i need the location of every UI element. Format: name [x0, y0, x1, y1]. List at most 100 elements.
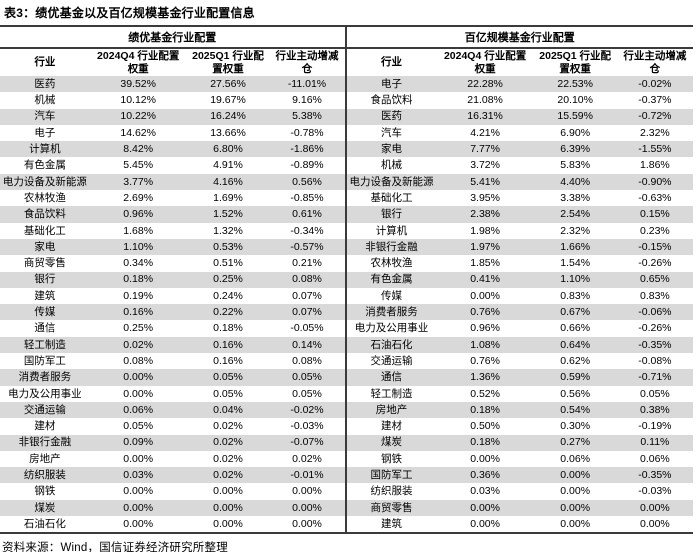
industry-cell: 机械	[381, 159, 403, 172]
industry-cell: 农林牧渔	[23, 191, 66, 204]
active-change-cell: 0.06%	[639, 452, 670, 465]
weight-2024q4-cell: 0.06%	[123, 403, 154, 416]
industry-cell: 电力及公用事业	[8, 387, 82, 400]
industry-cell: 煤炭	[34, 501, 56, 514]
table-row: 电力及公用事业 0.96% 0.66% -0.26%	[347, 320, 694, 336]
weight-2025q1-cell: 0.30%	[560, 420, 591, 433]
weight-2024q4-cell: 0.00%	[470, 517, 500, 530]
active-change-cell: -11.01%	[287, 77, 327, 90]
table-row: 计算机 8.42% 6.80% -1.86%	[0, 141, 346, 158]
weight-2024q4-cell: 14.62%	[120, 126, 156, 139]
active-change-cell: 0.08%	[292, 273, 322, 286]
table-row: 家电 1.10% 0.53% -0.57%	[0, 238, 346, 256]
industry-cell: 国防军工	[23, 354, 66, 367]
weight-2025q1-cell: 0.25%	[213, 273, 243, 286]
active-change-cell: 0.07%	[292, 289, 322, 302]
column-header-2024q4-weight: 2024Q4 行业配置权重	[443, 50, 527, 75]
industry-cell: 商贸零售	[370, 501, 413, 514]
industry-cell: 石油石化	[370, 338, 413, 351]
industry-cell: 通信	[381, 371, 403, 384]
active-change-cell: -0.03%	[638, 485, 672, 498]
table-row: 电力设备及新能源 3.77% 4.16% 0.56%	[0, 173, 346, 191]
table-row: 非银行金融 0.09% 0.02% -0.07%	[0, 434, 346, 451]
active-change-cell: 0.05%	[639, 387, 670, 400]
industry-cell: 家电	[381, 143, 403, 156]
group-header-ten-billion: 百亿规模基金行业配置	[346, 27, 693, 49]
weight-2025q1-cell: 0.66%	[560, 322, 591, 335]
weight-2024q4-cell: 1.85%	[470, 257, 500, 270]
weight-2024q4-cell: 0.18%	[470, 403, 500, 416]
weight-2025q1-cell: 0.00%	[560, 469, 591, 482]
weight-2025q1-cell: 1.54%	[560, 257, 591, 270]
weight-2024q4-cell: 0.00%	[123, 517, 154, 530]
industry-cell: 基础化工	[370, 191, 413, 204]
weight-2025q1-cell: 19.67%	[210, 94, 246, 107]
active-change-cell: 0.14%	[292, 338, 322, 351]
weight-2024q4-cell: 1.10%	[123, 240, 154, 253]
weight-2025q1-cell: 0.02%	[213, 420, 243, 433]
weight-2025q1-cell: 0.24%	[213, 289, 243, 302]
active-change-cell: -1.55%	[638, 143, 672, 156]
active-change-cell: -0.26%	[638, 257, 672, 270]
industry-cell: 机械	[34, 94, 56, 107]
weight-2024q4-cell: 0.96%	[470, 322, 500, 335]
weight-2024q4-cell: 0.00%	[123, 387, 154, 400]
weight-2025q1-cell: 1.66%	[560, 240, 591, 253]
active-change-cell: -0.35%	[638, 469, 672, 482]
table-row: 商贸零售 0.00% 0.00% 0.00%	[346, 499, 693, 517]
active-change-cell: -0.26%	[638, 322, 672, 335]
weight-2025q1-cell: 4.91%	[213, 159, 243, 172]
industry-cell: 有色金属	[23, 159, 66, 172]
weight-2025q1-cell: 6.80%	[213, 143, 243, 156]
table-row: 有色金属 0.41% 1.10% 0.65%	[346, 271, 693, 288]
active-change-cell: -0.89%	[290, 159, 324, 172]
active-change-cell: 0.05%	[292, 387, 322, 400]
weight-2024q4-cell: 10.12%	[120, 94, 156, 107]
industry-cell: 建筑	[34, 289, 56, 302]
table-row: 煤炭 0.00% 0.00% 0.00%	[0, 499, 346, 517]
weight-2025q1-cell: 13.66%	[210, 126, 246, 139]
weight-2024q4-cell: 1.08%	[470, 338, 500, 351]
table-row: 纺织服装 0.03% 0.00% -0.03%	[347, 483, 694, 499]
weight-2025q1-cell: 0.00%	[213, 501, 243, 514]
table-header: 绩优基金行业配置 行业 2024Q4 行业配置权重 2025Q1 行业配置权重 …	[0, 27, 346, 76]
industry-cell: 医药	[381, 110, 403, 123]
table-row: 电力设备及新能源 5.41% 4.40% -0.90%	[346, 173, 693, 191]
active-change-cell: 0.00%	[292, 485, 322, 498]
weight-2025q1-cell: 6.39%	[560, 143, 591, 156]
table-row: 机械 3.72% 5.83% 1.86%	[347, 157, 694, 173]
table-row: 交通运输 0.06% 0.04% -0.02%	[0, 401, 346, 419]
industry-cell: 银行	[34, 273, 56, 286]
weight-2025q1-cell: 0.05%	[213, 371, 243, 384]
active-change-cell: -0.72%	[638, 110, 672, 123]
weight-2025q1-cell: 16.24%	[210, 110, 246, 123]
industry-cell: 食品饮料	[370, 94, 413, 107]
weight-2025q1-cell: 2.32%	[560, 224, 591, 237]
active-change-cell: 0.00%	[639, 517, 670, 530]
weight-2024q4-cell: 0.34%	[123, 257, 154, 270]
industry-cell: 汽车	[34, 110, 56, 123]
column-header-active-change: 行业主动增减仓	[275, 50, 339, 75]
table-header: 百亿规模基金行业配置 行业 2024Q4 行业配置权重 2025Q1 行业配置权…	[346, 27, 693, 76]
active-change-cell: -0.37%	[638, 94, 672, 107]
weight-2024q4-cell: 1.68%	[123, 224, 154, 237]
weight-2024q4-cell: 0.19%	[123, 289, 154, 302]
table-row: 商贸零售 0.34% 0.51% 0.21%	[0, 255, 346, 271]
table-row: 通信 1.36% 0.59% -0.71%	[346, 369, 693, 386]
industry-cell: 纺织服装	[23, 469, 66, 482]
industry-cell: 建材	[34, 420, 56, 433]
industry-cell: 非银行金融	[365, 240, 418, 253]
industry-cell: 非银行金融	[18, 436, 72, 449]
active-change-cell: -0.02%	[290, 403, 324, 416]
group-header-top-performing: 绩优基金行业配置	[0, 27, 346, 49]
table-row: 银行 0.18% 0.25% 0.08%	[0, 271, 346, 288]
table-row: 电力及公用事业 0.00% 0.05% 0.05%	[0, 386, 346, 402]
table-row: 轻工制造 0.02% 0.16% 0.14%	[0, 336, 346, 354]
weight-2025q1-cell: 0.16%	[213, 354, 243, 367]
industry-cell: 房地产	[29, 452, 61, 465]
active-change-cell: -0.63%	[638, 191, 672, 204]
weight-2024q4-cell: 0.76%	[470, 354, 500, 367]
table-row: 石油石化 1.08% 0.64% -0.35%	[346, 336, 693, 354]
weight-2025q1-cell: 15.59%	[557, 110, 593, 123]
